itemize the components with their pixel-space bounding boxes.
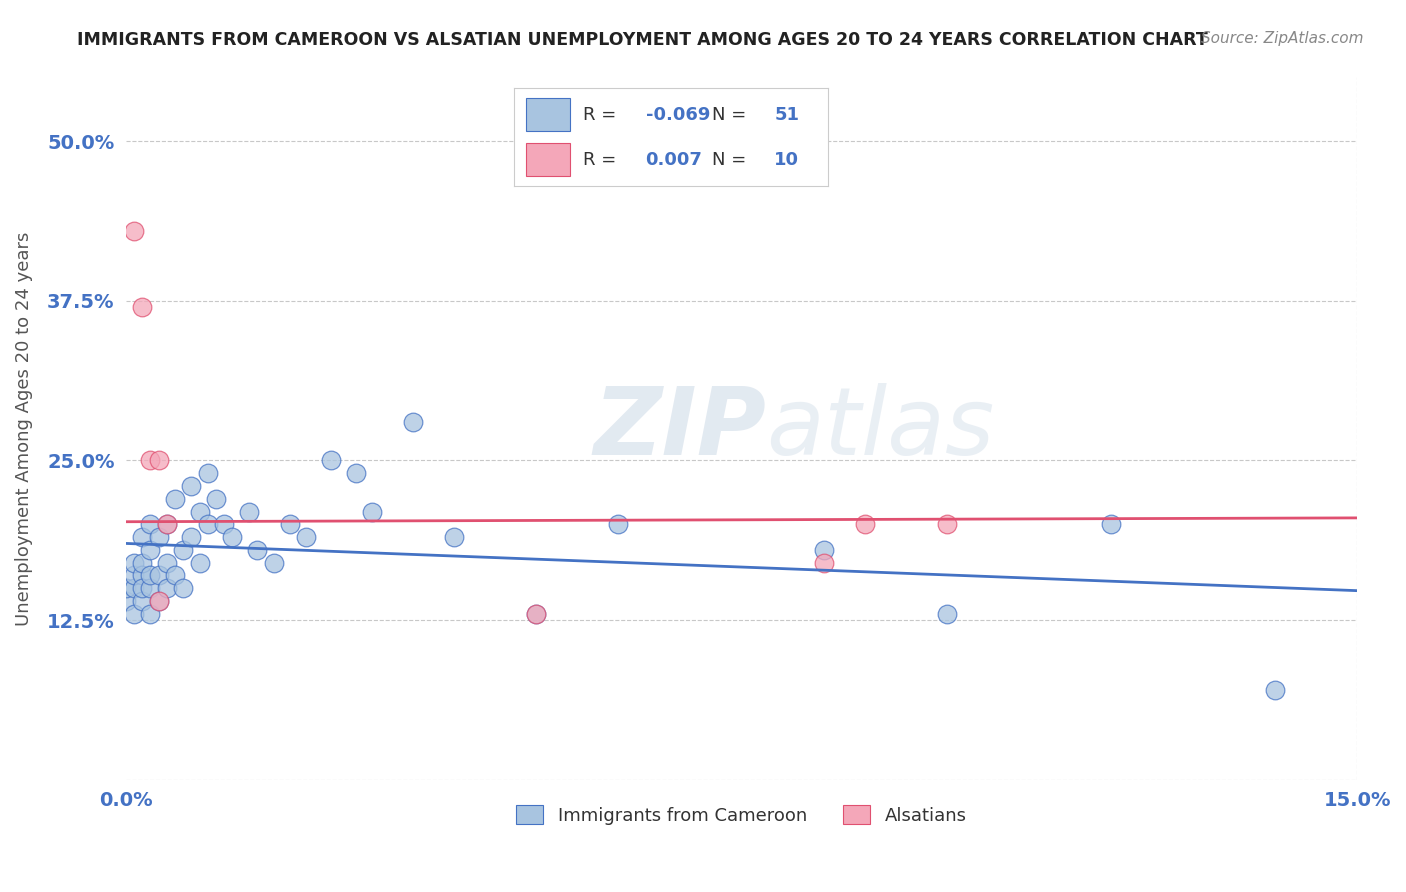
Point <box>131 530 153 544</box>
Text: ZIP: ZIP <box>593 383 766 475</box>
Point <box>163 568 186 582</box>
Point <box>361 504 384 518</box>
Point <box>197 517 219 532</box>
Point <box>188 556 211 570</box>
Point <box>122 607 145 621</box>
Point <box>131 568 153 582</box>
Point <box>139 542 162 557</box>
Point <box>607 517 630 532</box>
Point <box>813 556 835 570</box>
Point <box>139 581 162 595</box>
Y-axis label: Unemployment Among Ages 20 to 24 years: Unemployment Among Ages 20 to 24 years <box>15 231 32 625</box>
Point <box>148 594 170 608</box>
Point <box>813 542 835 557</box>
Point <box>205 491 228 506</box>
Point <box>139 607 162 621</box>
Legend: Immigrants from Cameroon, Alsatians: Immigrants from Cameroon, Alsatians <box>508 797 976 834</box>
Point <box>131 300 153 314</box>
Point <box>122 556 145 570</box>
Point <box>122 581 145 595</box>
Point <box>139 453 162 467</box>
Point <box>319 453 342 467</box>
Point <box>197 467 219 481</box>
Point <box>214 517 236 532</box>
Point <box>246 542 269 557</box>
Point <box>156 556 179 570</box>
Point <box>156 517 179 532</box>
Point <box>1099 517 1122 532</box>
Text: IMMIGRANTS FROM CAMEROON VS ALSATIAN UNEMPLOYMENT AMONG AGES 20 TO 24 YEARS CORR: IMMIGRANTS FROM CAMEROON VS ALSATIAN UNE… <box>77 31 1208 49</box>
Point <box>122 568 145 582</box>
Point <box>278 517 301 532</box>
Point <box>263 556 285 570</box>
Point <box>524 607 547 621</box>
Point <box>172 581 194 595</box>
Point <box>156 517 179 532</box>
Point <box>131 556 153 570</box>
Point <box>853 517 876 532</box>
Point <box>443 530 465 544</box>
Point <box>172 542 194 557</box>
Point <box>524 607 547 621</box>
Point <box>122 224 145 238</box>
Point <box>148 530 170 544</box>
Text: atlas: atlas <box>766 383 994 474</box>
Point <box>156 581 179 595</box>
Point <box>344 467 367 481</box>
Point <box>180 479 202 493</box>
Point <box>139 568 162 582</box>
Point <box>188 504 211 518</box>
Point <box>163 491 186 506</box>
Point <box>114 581 136 595</box>
Point <box>148 453 170 467</box>
Point <box>221 530 243 544</box>
Text: Source: ZipAtlas.com: Source: ZipAtlas.com <box>1201 31 1364 46</box>
Point <box>114 594 136 608</box>
Point <box>131 581 153 595</box>
Point <box>180 530 202 544</box>
Point <box>402 415 425 429</box>
Point <box>238 504 260 518</box>
Point <box>295 530 318 544</box>
Point <box>139 517 162 532</box>
Point <box>148 568 170 582</box>
Point <box>148 594 170 608</box>
Point <box>935 607 957 621</box>
Point <box>131 594 153 608</box>
Point <box>1264 683 1286 698</box>
Point <box>935 517 957 532</box>
